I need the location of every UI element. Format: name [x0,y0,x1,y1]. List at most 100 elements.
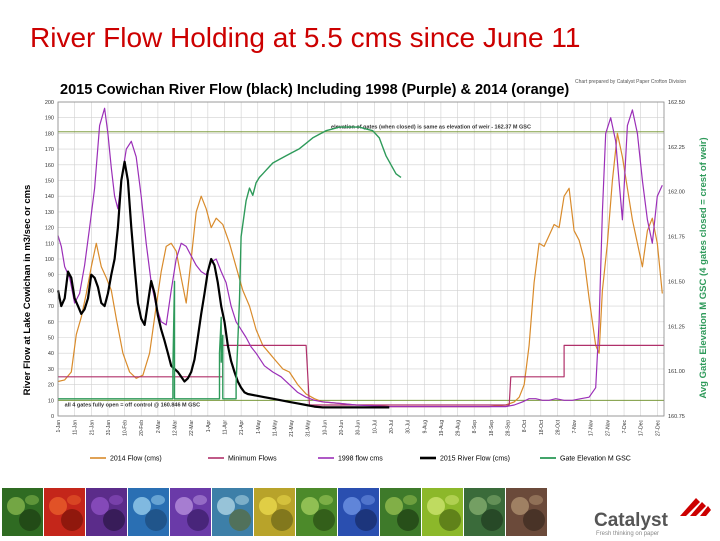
x-tick-label: 7-Dec [622,420,628,434]
y2-tick-label: 161.25 [668,324,685,330]
legend-entry: 2015 River Flow (cms) [440,456,510,463]
photo-shadow [229,509,251,531]
series-line-2 [57,107,663,408]
legend: 2014 Flow (cms) Minimum Flows 1998 flow cm… [90,456,631,463]
y-tick-label: 190 [45,116,54,122]
x-tick-labels: 1-Jan 11-Jan 21-Jan 31-Jan 10-Feb 20-Feb 2-Mar… [56,419,661,436]
photo-green-leaf [296,488,337,536]
x-tick-label: 29-Aug [456,420,462,436]
photo-highlight [427,497,445,515]
logo-name: Catalyst [594,510,668,531]
photo-moss [380,488,421,536]
x-tick-label: 27-Nov [605,420,611,437]
photo-highlight [343,497,361,515]
series-line-4 [58,126,402,400]
y-tick-label: 90 [48,273,54,279]
photo-coastline [212,488,253,536]
photo-detail [67,495,81,505]
photo-blue-flowers [338,488,379,536]
x-tick-label: 30-Jun [356,420,362,436]
photo-purple-flowers [86,488,127,536]
x-tick-label: 31-May [306,420,312,437]
photo-shadow [355,509,377,531]
x-tick-label: 30-Jul [406,420,412,434]
x-tick-label: 12-Mar [173,420,179,436]
photo-highlight [49,497,67,515]
photo-chartreuse [422,488,463,536]
logo-tagline: Fresh thinking on paper [596,531,660,537]
y-tick-label: 30 [48,367,54,373]
photo-shadow [103,509,125,531]
photo-detail [151,495,165,505]
x-tick-label: 7-Nov [572,420,578,434]
photo-shadow [61,509,83,531]
x-tick-label: 8-Sep [472,420,478,434]
photo-highlight [7,497,25,515]
photo-shadow [187,509,209,531]
chart-panel: 2015 Cowichan River Flow (black) Includi… [0,72,720,490]
photo-detail [403,495,417,505]
photo-highlight [385,497,403,515]
y2-tick-label: 161.50 [668,279,685,285]
y2-tick-label: 162.25 [668,145,685,151]
x-tick-label: 11-Apr [222,420,228,435]
photo-plant [464,488,505,536]
x-tick-label: 18-Oct [539,419,545,435]
y-tick-label: 10 [48,398,54,404]
photo-detail [109,495,123,505]
series-lines [56,107,664,409]
logo-mark-icon [680,498,711,516]
photo-highlight [133,497,151,515]
x-tick-label: 31-Jan [106,420,112,436]
y2-tick-label: 161.75 [668,235,685,241]
y2-tick-label: 161.00 [668,369,685,375]
x-tick-label: 10-Jul [372,420,378,434]
photo-fern [2,488,43,536]
y-tick-label: 100 [45,257,54,263]
photo-shadow [145,509,167,531]
y2-tick-label: 162.50 [668,100,685,106]
photo-shadow [523,509,545,531]
photo-highlight [469,497,487,515]
photo-highlight [511,497,529,515]
y-tick-label: 150 [45,179,54,185]
plot-frame [57,101,665,417]
y-tick-label: 110 [45,241,54,247]
y-tick-labels: 0 10 20 30 40 50 60 70 80 90 100 110 120 130 140 150 160… [45,100,54,420]
x-tick-label: 18-Sep [489,420,495,436]
photo-thumbnails [2,488,547,536]
y-tick-label: 50 [48,336,54,342]
photo-detail [361,495,375,505]
photo-shadow [313,509,335,531]
photo-highlight [259,497,277,515]
slide-title: River Flow Holding at 5.5 cms since June… [30,22,581,53]
y2-tick-label: 160.75 [668,414,685,420]
x-tick-label: 21-Apr [239,420,245,435]
photo-highlight [301,497,319,515]
x-tick-label: 19-Aug [439,420,445,436]
series-line-3 [56,160,390,409]
photo-yellow-leaves [254,488,295,536]
y-tick-label: 130 [45,210,54,216]
x-tick-label: 9-Aug [422,420,428,434]
photo-detail [193,495,207,505]
photo-brown-leaves [506,488,547,536]
photo-detail [529,495,543,505]
x-tick-label: 21-Jan [89,420,95,436]
y-tick-label: 70 [48,304,54,310]
photo-shadow [481,509,503,531]
y-tick-label: 0 [51,414,54,420]
y-tick-label: 80 [48,288,54,294]
x-tick-label: 20-Jul [389,420,395,434]
x-tick-label: 10-Jun [322,420,328,436]
photo-highlight [175,497,193,515]
y-tick-label: 180 [45,131,54,137]
x-tick-label: 1-Jan [56,420,62,433]
y-tick-label: 170 [45,147,54,153]
x-tick-label: 28-Oct [555,419,561,435]
x-tick-label: 10-Feb [123,420,129,436]
y-tick-label: 40 [48,351,54,357]
x-tick-label: 28-Sep [506,420,512,436]
legend-entry: Minimum Flows [228,456,277,463]
x-tick-label: 22-Mar [189,420,195,436]
